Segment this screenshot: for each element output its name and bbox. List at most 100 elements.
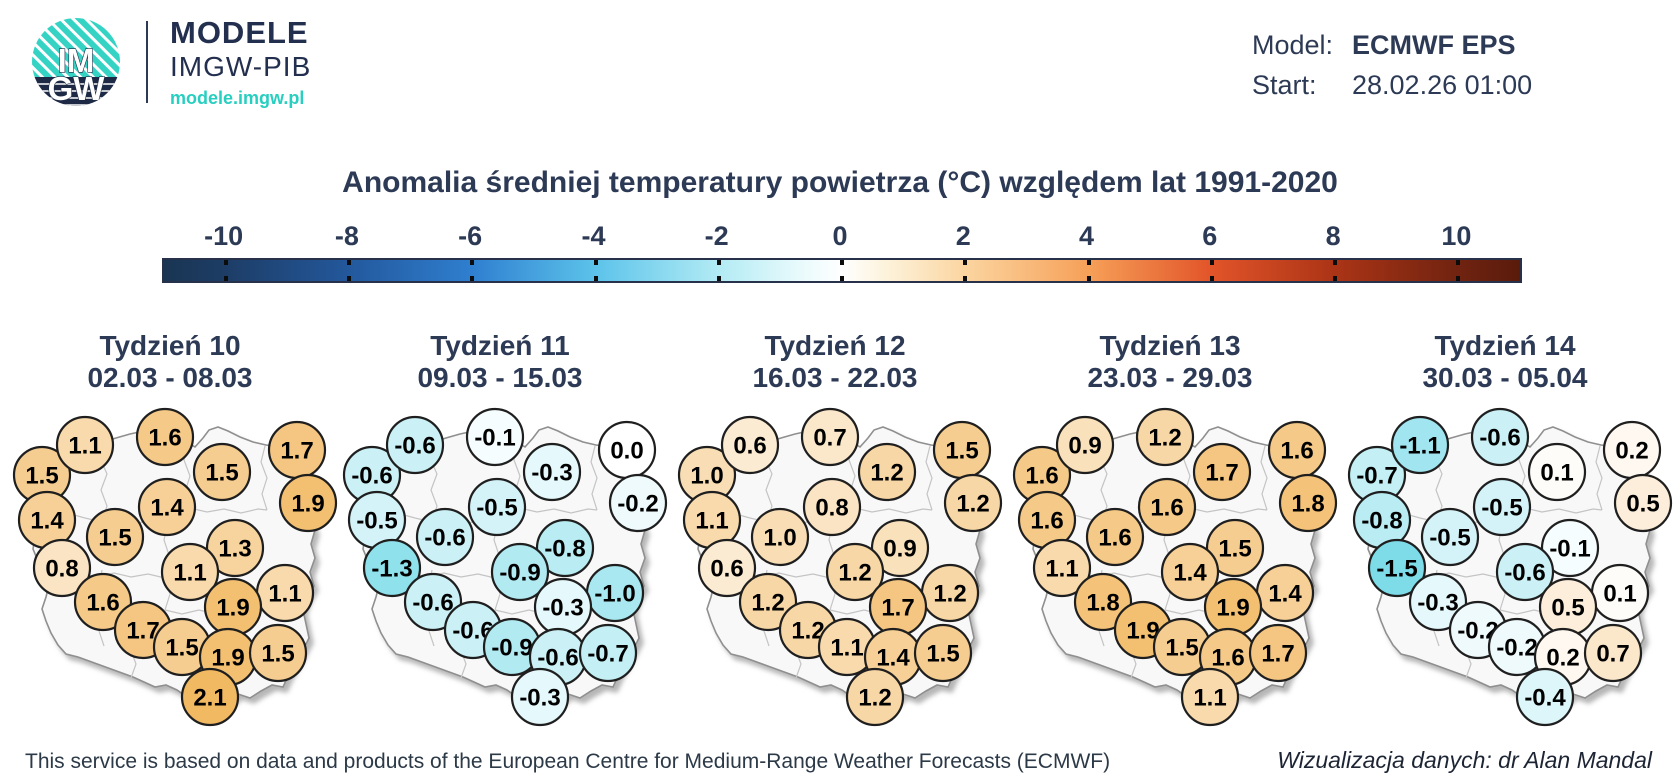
anomaly-bubble-value: 1.0 [763,524,796,551]
anomaly-bubble-value: 1.6 [1098,524,1131,551]
anomaly-bubble: 1.2 [738,572,798,632]
anomaly-bubble-value: 1.8 [1291,490,1324,517]
anomaly-bubble-value: 1.5 [945,437,978,464]
anomaly-bubble: 1.9 [1203,577,1263,637]
anomaly-bubble-value: 1.1 [173,559,206,586]
imgw-logo: IM GW MODELE IMGW-PIB modele.imgw.pl [30,16,311,108]
anomaly-bubble-value: -0.1 [1549,535,1590,562]
anomaly-bubble-value: 1.5 [926,640,959,667]
voivodeship-border [1524,507,1603,514]
legend-tick-mark [1456,260,1461,265]
anomaly-bubble-circle [522,442,582,502]
anomaly-bubble-circle [403,572,463,632]
anomaly-bubble: -1.1 [1390,415,1450,475]
anomaly-bubble: -0.2 [1487,617,1547,677]
legend-tick-mark [593,276,598,281]
legend-tick-label: 2 [955,221,971,251]
anomaly-bubble-circle [845,667,905,727]
anomaly-bubble-circle [1472,477,1532,537]
anomaly-bubble-value: -0.6 [351,462,392,489]
anomaly-bubble: 0.8 [32,538,92,598]
anomaly-bubble-value: 1.6 [148,424,181,451]
anomaly-bubble: 1.4 [137,477,197,537]
anomaly-bubble-value: -1.0 [594,580,635,607]
week-title: Tydzień 13 [1099,330,1241,361]
anomaly-bubble: 0.5 [1538,577,1598,637]
voivodeship-border [854,507,933,514]
anomaly-bubble-circle [1278,473,1338,533]
anomaly-bubble-circle [608,473,668,533]
legend-tick-label: -2 [704,221,729,251]
anomaly-bubble-circle [1248,623,1308,683]
legend-tick-mark [1086,260,1091,265]
anomaly-bubble: 1.2 [943,473,1003,533]
week-dates: 23.03 - 29.03 [1087,362,1253,393]
legend-tick-label: 8 [1325,221,1341,251]
anomaly-bubble-circle [750,507,810,567]
anomaly-bubble-value: 1.4 [150,494,184,521]
anomaly-bubble-value: 0.8 [45,555,78,582]
anomaly-bubble-value: 1.7 [1205,459,1238,486]
anomaly-bubble-value: 1.1 [68,432,101,459]
legend-tick-label: 0 [832,221,848,251]
anomaly-bubble-value: 0.9 [883,535,916,562]
logo-divider [146,21,148,103]
anomaly-bubble-value: 0.5 [1626,490,1659,517]
anomaly-bubble-value: 1.1 [1045,555,1078,582]
legend-tick-label: -4 [581,221,606,251]
anomaly-bubble-circle [1515,667,1575,727]
anomaly-bubble-value: 0.6 [733,432,766,459]
anomaly-bubble: 0.1 [1527,442,1587,502]
poland-map: 1.5 1.1 1.6 1.5 1.7 1.9 1.4 1.4 1.5 1.3 0.8 1.1 1.1 1… [12,407,338,727]
anomaly-bubble-value: 0.1 [1540,459,1573,486]
anomaly-bubble: 1.9 [198,627,258,687]
anomaly-bubble-value: -0.9 [491,634,532,661]
anomaly-bubble: 1.2 [845,667,905,727]
anomaly-bubble-value: 1.6 [1280,437,1313,464]
anomaly-bubble: 0.1 [1590,563,1650,623]
anomaly-bubble: 1.7 [267,420,327,480]
logo-text: MODELE IMGW-PIB modele.imgw.pl [170,17,311,107]
legend-tick-mark [1456,276,1461,281]
legend-tick-label: 6 [1202,221,1218,251]
anomaly-bubble-value: -0.6 [1504,559,1545,586]
anomaly-bubble: -0.1 [1540,518,1600,578]
anomaly-bubble-value: 1.2 [858,684,891,711]
voivodeship-border [925,445,933,511]
anomaly-bubble-value: 1.9 [1216,594,1249,621]
anomaly-bubble-circle [870,518,930,578]
anomaly-bubble-value: 1.5 [1165,634,1198,661]
anomaly-bubble: -0.9 [490,542,550,602]
anomaly-bubble-value: 1.1 [268,580,301,607]
anomaly-bubble-value: 0.1 [1603,580,1636,607]
anomaly-bubble: 1.3 [205,518,265,578]
voivodeship-border [189,507,268,514]
week-title: Tydzień 11 [430,330,570,361]
anomaly-bubble: 1.6 [1267,420,1327,480]
anomaly-bubble: -0.3 [510,667,570,727]
legend-tick-mark [716,276,721,281]
anomaly-bubble: 1.6 [1085,507,1145,567]
poland-map: 1.0 0.6 0.7 1.2 1.5 1.2 0.8 1.1 1.0 0.9 0.6 1.2 1.2 1… [677,407,1003,727]
anomaly-bubble-circle [1613,473,1673,533]
anomaly-bubble-circle [1408,572,1468,632]
legend-tick-mark [1333,276,1338,281]
model-label: Model: [1252,30,1334,60]
anomaly-bubble: 1.7 [1248,623,1308,683]
anomaly-bubble-value: 1.4 [1268,580,1302,607]
anomaly-bubble-circle [205,518,265,578]
anomaly-bubble-value: 1.8 [1086,589,1119,616]
anomaly-bubble-value: 1.2 [870,459,903,486]
anomaly-bubble-value: 1.6 [1211,644,1244,671]
start-label: Start: [1252,70,1317,100]
poland-map: -0.7-1.1 -0.6 0.1 0.2 0.5 -0.5 -0.8 -0.5 -0.1 -1.… [1347,407,1673,727]
anomaly-bubble-circle [160,542,220,602]
anomaly-bubble-circle [135,407,195,467]
footer-attribution: This service is based on data and produc… [25,750,1111,773]
anomaly-bubble-value: 0.8 [815,494,848,521]
anomaly-bubble-value: 0.9 [1068,432,1101,459]
voivodeship-border [1189,507,1268,514]
anomaly-bubble-circle [738,572,798,632]
anomaly-bubble: 1.2 [1135,407,1195,467]
